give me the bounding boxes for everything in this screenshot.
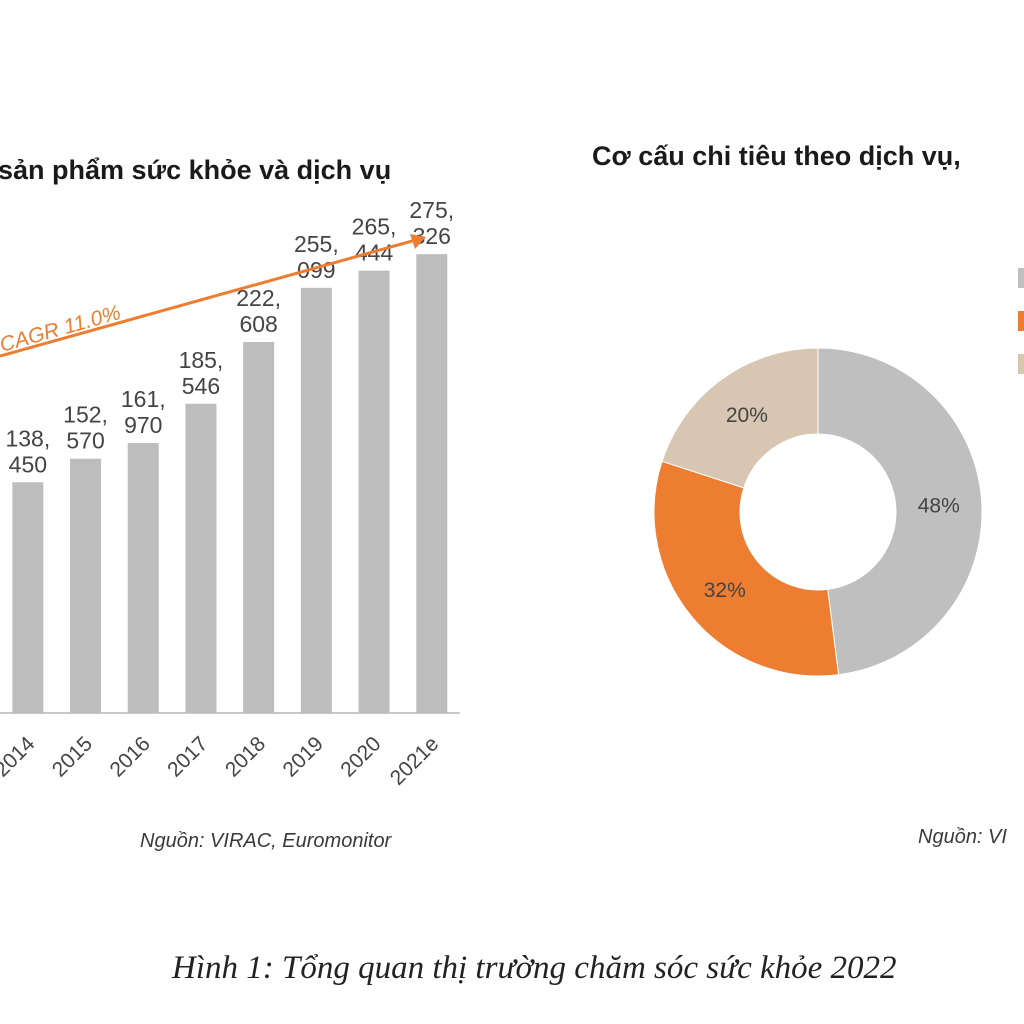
bar-value-label: 275,: [409, 197, 454, 223]
donut-slice-label: 32%: [704, 579, 746, 602]
donut-slice-32: [653, 460, 840, 677]
donut-slice-label: 48%: [918, 494, 960, 517]
bar-value-label: 185,: [179, 347, 224, 373]
cagr-label: CAGR 11.0%: [0, 301, 123, 357]
bar-value-label: 546: [182, 373, 220, 399]
donut-chart: 48% 32% 20%: [653, 268, 1024, 677]
bar-value-label: 570: [66, 428, 104, 454]
bar-chart: 138,450 2014 152,570 2015 161,970 2016 185,546…: [0, 197, 460, 790]
x-tick-label: 2016: [105, 732, 154, 781]
bar-value-label: 161,: [121, 386, 166, 412]
bar-2015: [70, 458, 102, 713]
bar-2014: [12, 482, 44, 713]
bar-value-label: 265,: [352, 214, 397, 240]
donut-slice-20: [661, 347, 819, 489]
bar-2018: [243, 341, 275, 713]
x-tick-label: 2020: [336, 732, 385, 781]
bar-value-label: 138,: [5, 425, 50, 451]
bar-2021e: [416, 254, 448, 713]
bar-chart-title: sản phẩm sức khỏe và dịch vụ: [0, 155, 392, 185]
bar-2017: [185, 403, 217, 713]
legend-swatch: [1018, 268, 1024, 288]
trend-line: [0, 239, 415, 358]
x-tick-label: 2015: [48, 732, 97, 781]
bar-chart-source: Nguồn: VIRAC, Euromonitor: [140, 830, 392, 852]
x-tick-label: 2018: [221, 732, 270, 781]
figure-caption: Hình 1: Tổng quan thị trường chăm sóc sứ…: [172, 950, 897, 986]
donut-chart-source: Nguồn: VI: [918, 826, 1007, 848]
bar-value-label: 255,: [294, 231, 339, 257]
bar-value-label: 970: [124, 412, 162, 438]
bar-2019: [300, 287, 332, 713]
bar-value-label: 099: [297, 257, 335, 283]
x-tick-label: 2019: [279, 732, 328, 781]
bar-value-label: 608: [239, 311, 277, 337]
legend-swatch: [1018, 311, 1024, 331]
donut-slice-label: 20%: [726, 404, 768, 427]
x-tick-label: 2014: [0, 732, 40, 782]
legend-swatch: [1018, 354, 1024, 374]
bar-2016: [127, 443, 159, 713]
donut-slice-48: [817, 347, 983, 676]
x-tick-label: 2017: [163, 732, 212, 781]
trend-arrowhead: [410, 234, 426, 249]
x-tick-label: 2021e: [386, 732, 444, 790]
bar-2020: [358, 270, 390, 713]
bar-value-label: 152,: [63, 402, 108, 428]
donut-chart-title: Cơ cấu chi tiêu theo dịch vụ,: [592, 141, 961, 171]
bar-value-label: 450: [9, 451, 47, 477]
